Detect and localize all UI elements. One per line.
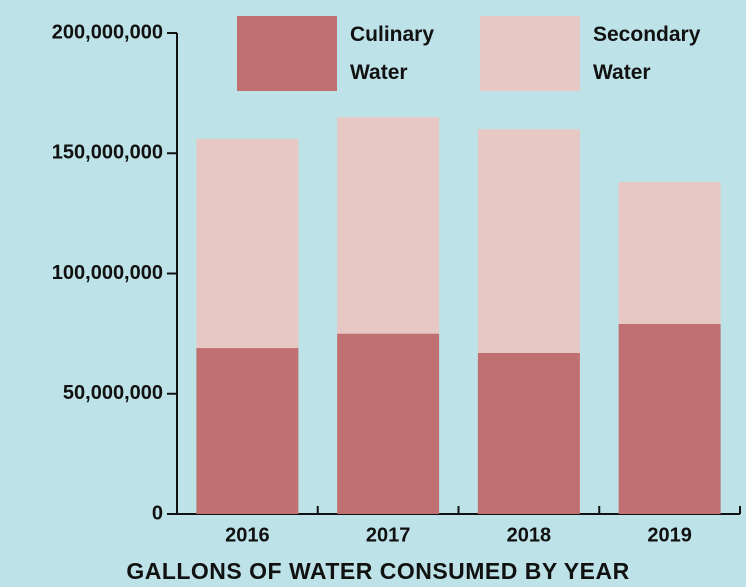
x-tick-label: 2016 [225, 524, 270, 546]
y-tick-label: 150,000,000 [52, 142, 163, 164]
bar-segment [337, 117, 440, 334]
bar-segment [196, 138, 299, 349]
y-tick-label: 200,000,000 [52, 21, 163, 43]
x-tick-label: 2019 [647, 524, 692, 546]
bar-segment [337, 333, 440, 514]
legend-swatch [237, 16, 337, 91]
bar-segment [477, 129, 580, 353]
bar-segment [196, 348, 299, 514]
legend-label: Culinary Water [350, 23, 435, 84]
chart-title: GALLONS OF WATER CONSUMED BY YEAR [126, 558, 629, 584]
y-tick-label: 50,000,000 [63, 382, 163, 404]
x-tick-label: 2017 [366, 524, 411, 546]
bar-segment [618, 182, 721, 325]
legend-swatch [480, 16, 580, 91]
y-tick-label: 0 [152, 502, 163, 524]
legend-label: Secondary Water [593, 23, 701, 84]
y-tick-label: 100,000,000 [52, 262, 163, 284]
bar-segment [618, 324, 721, 514]
x-tick-label: 2018 [507, 524, 552, 546]
bar-segment [477, 352, 580, 514]
